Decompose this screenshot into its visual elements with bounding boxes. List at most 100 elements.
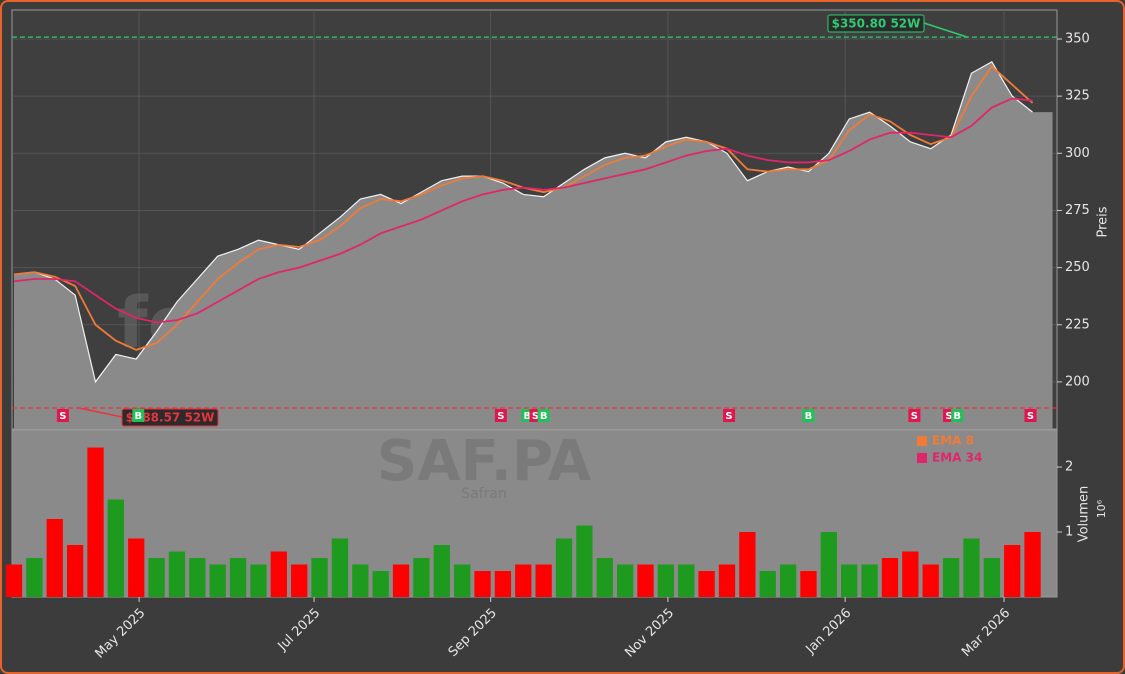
- volume-bar: [515, 564, 532, 597]
- volume-bar: [270, 551, 287, 597]
- signal-marker: [132, 409, 145, 422]
- annotation-label: $350.80 52W: [832, 17, 921, 31]
- volume-bar: [535, 564, 552, 597]
- annotation-label: $188.57 52W: [126, 411, 215, 425]
- volume-bar: [861, 564, 878, 597]
- volume-bar: [555, 538, 573, 597]
- volume-bar: [841, 564, 858, 597]
- volume-bar: [922, 564, 939, 597]
- volume-bar: [331, 538, 349, 597]
- volume-bar: [46, 519, 63, 597]
- volume-bar: [596, 558, 613, 597]
- volume-bar: [454, 564, 471, 597]
- volume-bar: [637, 564, 654, 597]
- company-watermark: Safran: [461, 486, 507, 502]
- volume-bar: [474, 571, 491, 597]
- volume-bar: [759, 571, 776, 597]
- signal-label: B: [953, 411, 961, 422]
- price-line: [13, 61, 1033, 384]
- volume-bar: [1004, 545, 1021, 597]
- y-tick-label: 350: [1065, 31, 1090, 46]
- annotation-arrow: [923, 22, 968, 38]
- volume-bar: [718, 564, 736, 597]
- signal-label: S: [497, 411, 504, 422]
- x-tick-label: Sep 2025: [446, 606, 500, 660]
- volume-bar: [250, 564, 267, 597]
- volume-bar: [779, 564, 797, 597]
- legend-swatch: [917, 453, 927, 463]
- signal-marker: [951, 409, 964, 422]
- signal-marker: [494, 409, 507, 422]
- signal-marker: [723, 409, 736, 422]
- volume-bar: [413, 558, 430, 597]
- volume-y-tick-label: 2: [1065, 460, 1073, 475]
- price-area: [14, 61, 1053, 430]
- y-axis-label: Preis: [1096, 206, 1111, 237]
- x-tick-label: Jul 2025: [275, 606, 324, 655]
- volume-bar: [616, 564, 634, 597]
- volume-bar: [820, 532, 837, 597]
- volume-bar: [148, 558, 165, 597]
- legend-label: EMA 8: [932, 434, 974, 448]
- volume-bar: [311, 558, 328, 597]
- volume-bar: [291, 564, 308, 597]
- volume-bar: [87, 447, 104, 597]
- volume-bar: [494, 571, 512, 597]
- legend-label: EMA 34: [932, 451, 982, 465]
- signal-label: S: [911, 411, 918, 422]
- volume-bar: [576, 525, 593, 597]
- volume-bar: [902, 551, 919, 597]
- x-tick-label: Jan 2026: [803, 606, 855, 658]
- volume-bar: [229, 558, 247, 597]
- signal-label: S: [59, 411, 66, 422]
- signal-label: S: [1027, 411, 1034, 422]
- volume-y-tick-label: 1: [1065, 525, 1073, 540]
- volume-bar: [26, 558, 43, 597]
- signal-label: B: [540, 411, 548, 422]
- signal-label: B: [805, 411, 813, 422]
- volume-bar: [209, 564, 226, 597]
- volume-bar: [372, 571, 389, 597]
- volume-bar: [881, 558, 899, 597]
- y-tick-label: 275: [1065, 203, 1090, 218]
- y-tick-label: 300: [1065, 146, 1090, 161]
- volume-axis-label: Volumen: [1077, 486, 1092, 543]
- x-tick-label: Mar 2026: [959, 606, 1013, 660]
- annotation-arrow: [79, 407, 123, 418]
- y-tick-label: 250: [1065, 260, 1090, 275]
- volume-bar: [963, 538, 980, 597]
- signal-marker: [56, 409, 69, 422]
- legend-swatch: [917, 436, 927, 446]
- ema-line: [13, 97, 1033, 324]
- volume-bar: [698, 571, 715, 597]
- volume-bar: [1024, 532, 1041, 597]
- volume-bar: [657, 564, 675, 597]
- y-tick-label: 200: [1065, 374, 1090, 389]
- signal-marker: [537, 409, 550, 422]
- volume-bar: [678, 564, 695, 597]
- ticker-watermark: SAF.PA: [377, 429, 592, 494]
- volume-bar: [128, 538, 145, 597]
- signal-label: B: [134, 411, 142, 422]
- volume-bar: [739, 532, 756, 597]
- signal-label: S: [532, 411, 539, 422]
- volume-bar: [392, 564, 410, 597]
- signal-label: S: [945, 411, 952, 422]
- annotation-box: [121, 408, 219, 427]
- y-tick-label: 225: [1065, 317, 1090, 332]
- volume-bar: [107, 499, 125, 597]
- volume-scale-label: 10⁶: [1095, 499, 1108, 518]
- volume-bar: [352, 564, 369, 597]
- volume-bar: [189, 558, 206, 597]
- volume-bar: [168, 551, 186, 597]
- volume-bar: [983, 558, 1000, 597]
- signal-label: B: [524, 411, 532, 422]
- signal-marker: [1024, 409, 1037, 422]
- signal-label: S: [725, 411, 732, 422]
- x-tick-label: May 2025: [92, 606, 148, 662]
- x-tick-label: Nov 2025: [622, 606, 677, 661]
- volume-bar: [433, 545, 450, 597]
- volume-bar: [942, 558, 960, 597]
